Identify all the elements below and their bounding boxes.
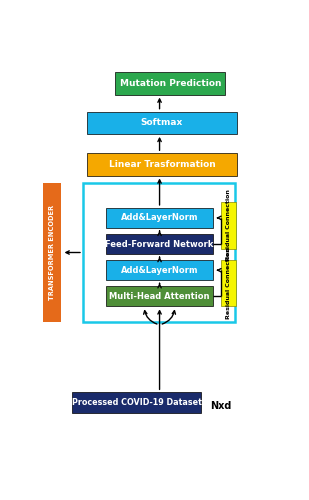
Text: Mutation Prediction: Mutation Prediction <box>120 79 221 88</box>
FancyBboxPatch shape <box>72 392 201 413</box>
Text: Add&LayerNorm: Add&LayerNorm <box>121 266 198 274</box>
FancyBboxPatch shape <box>87 153 237 176</box>
FancyBboxPatch shape <box>221 202 236 248</box>
Text: Nxd: Nxd <box>210 401 231 411</box>
Text: Linear Trasformation: Linear Trasformation <box>108 160 215 169</box>
FancyBboxPatch shape <box>115 72 226 94</box>
FancyBboxPatch shape <box>43 183 61 322</box>
Text: Multi-Head Attention: Multi-Head Attention <box>109 292 210 301</box>
Text: Residual Connection: Residual Connection <box>226 190 231 262</box>
Text: Residual Connection: Residual Connection <box>226 248 231 319</box>
Text: Add&LayerNorm: Add&LayerNorm <box>121 214 198 222</box>
FancyBboxPatch shape <box>106 260 214 280</box>
Text: Softmax: Softmax <box>141 118 183 128</box>
Text: Feed-Forward Network: Feed-Forward Network <box>105 240 214 248</box>
FancyBboxPatch shape <box>106 208 214 228</box>
FancyBboxPatch shape <box>221 260 236 306</box>
Text: TRANSFORMER ENCODER: TRANSFORMER ENCODER <box>49 205 55 300</box>
FancyBboxPatch shape <box>87 112 237 134</box>
FancyBboxPatch shape <box>106 286 214 306</box>
Text: Processed COVID-19 Dataset: Processed COVID-19 Dataset <box>72 398 202 407</box>
FancyBboxPatch shape <box>106 234 214 254</box>
